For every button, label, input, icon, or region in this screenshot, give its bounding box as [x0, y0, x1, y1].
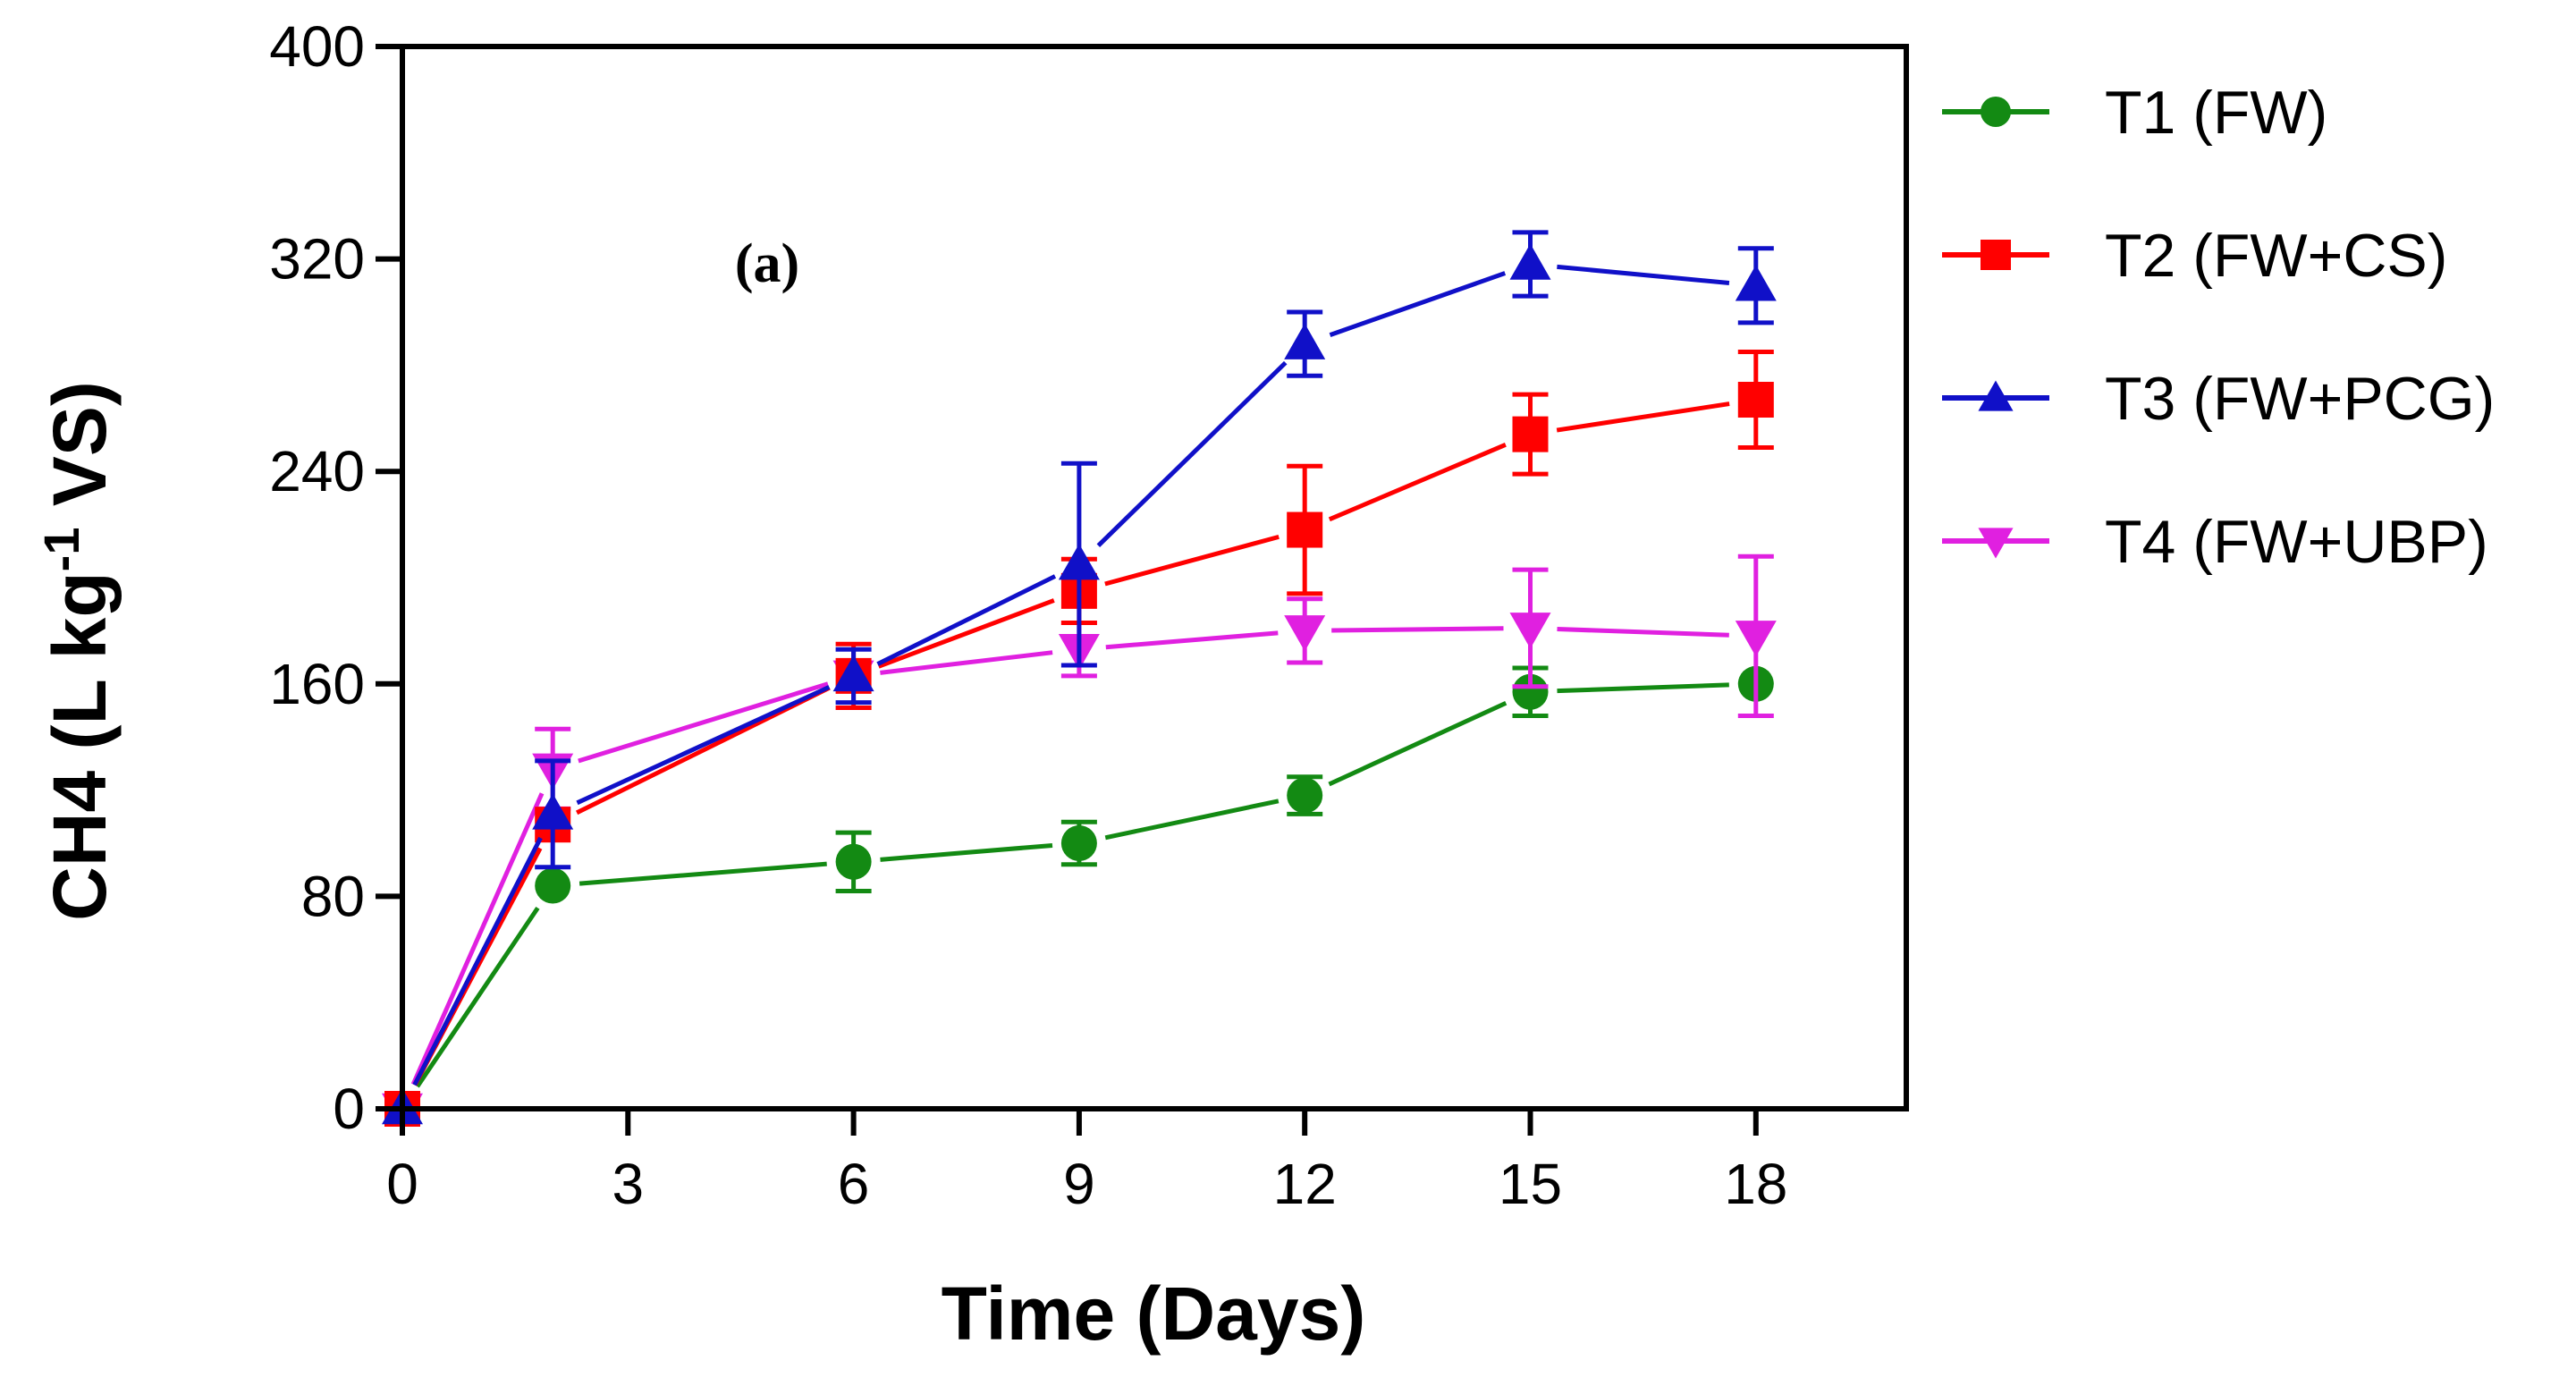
series-line-segment — [578, 681, 829, 764]
legend-item-3: T3 (FW+PCG) — [1942, 365, 2495, 433]
data-point: T4 (FW+UBP): (18, 178) — [1735, 621, 1777, 657]
x-tick-label: 3 — [612, 1152, 645, 1216]
legend-item-4: T4 (FW+UBP) — [1942, 508, 2488, 576]
series-line-segment — [1328, 700, 1508, 787]
legend-label: T2 (FW+CS) — [2105, 222, 2447, 290]
data-point: T4 (FW+UBP): (15, 181) — [1509, 613, 1551, 649]
data-point: T2 (FW+CS): (15, 254) — [1512, 416, 1549, 452]
series-line-segment — [1557, 264, 1730, 285]
x-tick-label: 15 — [1499, 1152, 1562, 1216]
data-point: T1 (FW): (12, 118) — [1287, 777, 1323, 814]
data-point: T1 (FW): (9, 100) — [1060, 825, 1097, 861]
legend: T1 (FW) T2 (FW+CS) T3 (FW+PCG) T4 (FW+UBP) — [1942, 79, 2495, 576]
data-point: T3 (FW+PCG): (2, 111) — [532, 793, 574, 830]
series-line-segment — [1557, 682, 1729, 694]
x-tick-label: 18 — [1724, 1152, 1787, 1216]
data-point: T3 (FW+PCG): (18, 310) — [1735, 265, 1777, 301]
series-line-segment — [1104, 534, 1280, 587]
data-layer: T1 (FW): (0, 0)T1 (FW): (2, 84)T1 (FW): … — [382, 230, 1777, 1129]
series-line-segment — [1104, 799, 1280, 841]
legend-label: T1 (FW) — [2105, 79, 2327, 147]
series-1: T1 (FW): (0, 0)T1 (FW): (2, 84)T1 (FW): … — [384, 665, 1774, 1127]
series-line-segment — [410, 792, 545, 1086]
series-line-segment — [1096, 360, 1288, 547]
legend-marker — [1978, 380, 2014, 411]
series-line-segment — [1329, 271, 1507, 338]
y-axis-title-main: CH4 (L kg — [38, 571, 122, 921]
y-tick-label: 160 — [269, 652, 365, 716]
legend-marker — [1978, 528, 2014, 559]
y-tick-label: 80 — [301, 864, 365, 928]
series-line-segment — [412, 836, 543, 1086]
data-point: T3 (FW+PCG): (6, 163) — [832, 655, 874, 692]
legend-item-2: T2 (FW+CS) — [1942, 222, 2447, 290]
y-axis-title-superscript: -1 — [33, 528, 89, 572]
series-line-segment — [1556, 401, 1730, 433]
data-point: T3 (FW+PCG): (12, 288) — [1284, 323, 1326, 359]
legend-marker — [1981, 240, 2011, 270]
legend-label: T4 (FW+UBP) — [2105, 508, 2488, 576]
series-line-segment — [880, 650, 1053, 675]
x-tick-label: 0 — [386, 1152, 418, 1216]
y-tick-label: 400 — [269, 14, 365, 79]
data-point: T2 (FW+CS): (18, 267) — [1737, 382, 1774, 418]
data-point: T3 (FW+PCG): (9, 205) — [1058, 544, 1100, 580]
series-line-segment — [1557, 626, 1729, 638]
data-point: T2 (FW+CS): (12, 218) — [1287, 511, 1323, 548]
plot-frame — [400, 44, 1909, 1111]
data-point: T1 (FW): (2, 84) — [535, 867, 571, 904]
series-line-segment — [1331, 626, 1504, 633]
series-line-segment — [877, 598, 1055, 669]
series-line-segment — [1328, 443, 1507, 522]
x-tick-label: 6 — [838, 1152, 870, 1216]
panel-label: (a) — [735, 233, 799, 294]
legend-marker — [1981, 97, 2011, 127]
x-tick-label: 12 — [1273, 1152, 1337, 1216]
series-line-segment — [415, 906, 540, 1088]
data-point: T1 (FW): (6, 93) — [835, 843, 872, 880]
axis-ticks: 0 80 160 240 320 400 0 3 6 9 12 15 18 — [269, 14, 1787, 1216]
series-line-segment — [1105, 630, 1279, 650]
series-line-segment — [880, 842, 1053, 862]
x-axis-title: Time (Days) — [942, 1272, 1366, 1356]
x-tick-label: 9 — [1063, 1152, 1095, 1216]
y-tick-label: 320 — [269, 227, 365, 292]
y-axis-title-tail: VS) — [38, 381, 122, 527]
data-point: T3 (FW+PCG): (15, 318) — [1509, 243, 1551, 280]
series-3: T3 (FW+PCG): (0, 0)T3 (FW+PCG): (2, 111)… — [382, 230, 1777, 1125]
series-line-segment — [576, 685, 831, 806]
y-tick-label: 240 — [269, 439, 365, 503]
series-line-segment — [876, 574, 1057, 666]
series-line-segment — [579, 861, 827, 886]
legend-item-1: T1 (FW) — [1942, 79, 2327, 147]
y-axis-title: CH4 (L kg-1 VS) — [33, 381, 122, 921]
legend-label: T3 (FW+PCG) — [2105, 365, 2495, 433]
y-tick-label: 0 — [333, 1077, 365, 1141]
data-point: T4 (FW+UBP): (12, 180) — [1284, 615, 1326, 652]
data-point: T1 (FW): (15, 157) — [1512, 673, 1549, 710]
